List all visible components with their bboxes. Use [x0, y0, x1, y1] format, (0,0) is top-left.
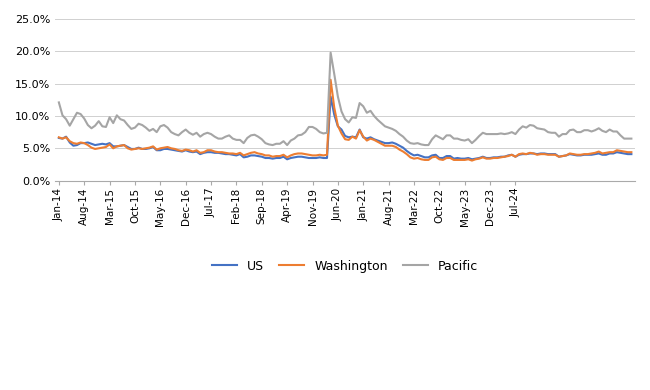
US [479, 154, 487, 159]
US [287, 156, 294, 160]
Line: Pacific: Pacific [59, 53, 631, 145]
Pacific [214, 136, 222, 141]
Washington [544, 152, 552, 157]
Washington [327, 78, 335, 82]
Pacific [287, 138, 294, 143]
Washington [424, 158, 432, 162]
Legend: US, Washington, Pacific: US, Washington, Pacific [207, 255, 483, 278]
Washington [214, 150, 222, 154]
US [214, 151, 222, 155]
US [428, 153, 436, 158]
Line: Washington: Washington [59, 80, 631, 161]
US [55, 136, 63, 140]
Pacific [327, 50, 335, 55]
US [627, 152, 635, 156]
Line: US: US [59, 97, 631, 159]
Pacific [55, 100, 63, 105]
US [240, 155, 248, 160]
Washington [283, 155, 291, 160]
Washington [479, 155, 487, 160]
Washington [468, 158, 476, 163]
Pacific [240, 141, 248, 145]
Washington [240, 153, 248, 158]
Pacific [627, 136, 635, 141]
Pacific [428, 137, 436, 142]
Washington [55, 135, 63, 140]
US [283, 157, 291, 161]
Pacific [268, 143, 276, 147]
Pacific [544, 130, 552, 135]
Washington [627, 150, 635, 154]
US [327, 94, 335, 99]
US [544, 152, 552, 156]
Pacific [479, 130, 487, 135]
